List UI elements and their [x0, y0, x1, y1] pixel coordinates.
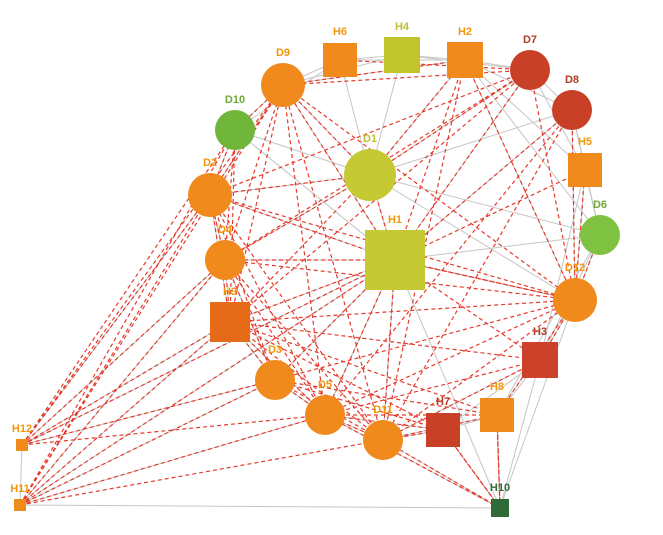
- node-h4[interactable]: [384, 37, 420, 73]
- edge: [20, 415, 325, 505]
- node-h8[interactable]: [480, 398, 514, 432]
- edge: [540, 170, 585, 360]
- edge: [500, 360, 540, 508]
- edge: [395, 260, 500, 508]
- edge: [340, 60, 530, 70]
- node-h10[interactable]: [491, 499, 509, 517]
- node-h3[interactable]: [522, 342, 558, 378]
- node-d6[interactable]: [580, 215, 620, 255]
- node-d7[interactable]: [510, 50, 550, 90]
- edges-layer: [0, 0, 663, 535]
- edge: [395, 235, 600, 260]
- edge: [210, 195, 275, 380]
- red-edges: [20, 60, 600, 508]
- node-d12[interactable]: [553, 278, 597, 322]
- edge: [20, 440, 383, 505]
- node-d4[interactable]: [205, 240, 245, 280]
- node-d5[interactable]: [305, 395, 345, 435]
- node-h12[interactable]: [16, 439, 28, 451]
- node-h2[interactable]: [447, 42, 483, 78]
- node-d10[interactable]: [215, 110, 255, 150]
- edge: [20, 260, 225, 505]
- node-d8[interactable]: [552, 90, 592, 130]
- edge: [20, 505, 500, 508]
- node-h7[interactable]: [426, 413, 460, 447]
- node-d1[interactable]: [344, 149, 396, 201]
- node-h6[interactable]: [323, 43, 357, 77]
- node-d3[interactable]: [255, 360, 295, 400]
- network-graph: H1H2H3H4H5H6H7H8H9H10H11H12D1D2D3D4D5D6D…: [0, 0, 663, 535]
- edge: [225, 260, 383, 440]
- edge: [22, 322, 230, 445]
- nodes-shapes: [14, 37, 620, 517]
- node-h5[interactable]: [568, 153, 602, 187]
- edge: [20, 322, 230, 505]
- node-d2[interactable]: [188, 173, 232, 217]
- edge: [20, 445, 22, 505]
- node-h9[interactable]: [210, 302, 250, 342]
- node-d11[interactable]: [363, 420, 403, 460]
- node-d9[interactable]: [261, 63, 305, 107]
- node-h1[interactable]: [365, 230, 425, 290]
- edge: [325, 415, 500, 508]
- grey-edges: [20, 55, 600, 508]
- node-h11[interactable]: [14, 499, 26, 511]
